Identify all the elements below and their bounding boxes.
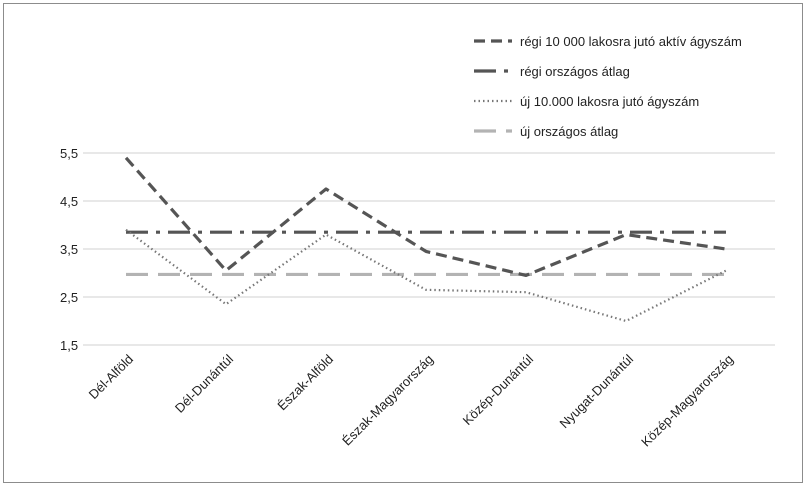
x-tick-label: Dél-Alföld [86,352,136,402]
x-tick-label: Nyugat-Dunántúl [557,351,637,431]
legend-label: új 10.000 lakosra jutó ágyszám [520,94,699,109]
legend-label: régi 10 000 lakosra jutó aktív ágyszám [520,34,742,49]
x-tick-label: Észak-Alföld [274,352,336,414]
series-line [125,228,727,323]
y-tick-label: 2,5 [60,290,78,305]
legend-label: régi országos átlag [520,64,630,79]
x-tick-label: Dél-Dunántúl [172,351,236,415]
y-tick-label: 1,5 [60,338,78,353]
chart-frame [3,3,803,483]
y-tick-label: 4,5 [60,194,78,209]
x-tick-label: Közép-Dunántúl [460,351,537,428]
x-tick-label: Észak-Magyarország [339,352,436,449]
y-tick-label: 3,5 [60,242,78,257]
y-tick-label: 5,5 [60,146,78,161]
series-line [124,156,727,277]
legend-label: új országos átlag [520,124,618,139]
x-tick-label: Közép-Magyarország [638,352,736,450]
